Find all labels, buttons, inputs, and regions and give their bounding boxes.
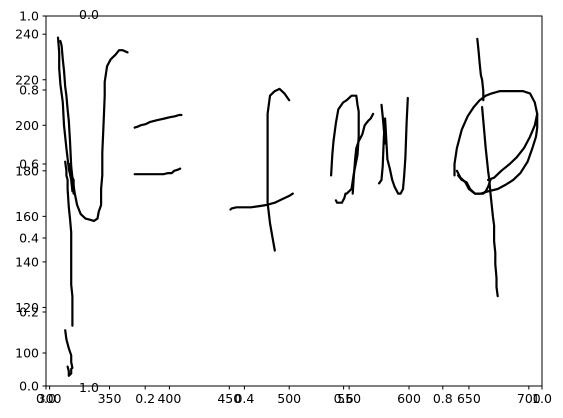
x-tick-label: 650 — [457, 391, 481, 406]
x-tick-label: 450 — [217, 391, 241, 406]
y-tick-label: 140 — [15, 254, 39, 269]
y-tick-label: 0.0 — [19, 379, 39, 394]
y-tick-label: 1.0 — [19, 9, 39, 24]
x-tick-label: 550 — [337, 391, 361, 406]
y-tick-label: 120 — [15, 300, 39, 315]
x-tick-label: 400 — [157, 391, 181, 406]
y-tick-label: 220 — [15, 72, 39, 87]
x-tick-label: 0.0 — [79, 7, 99, 22]
x-tick-label: 1.0 — [79, 380, 99, 395]
x-tick-label: 600 — [397, 391, 421, 406]
x-tick-label: 0.2 — [135, 391, 155, 406]
x-tick-label: 700 — [517, 391, 541, 406]
x-tick-label: 0.8 — [433, 391, 453, 406]
y-tick-label: 200 — [15, 118, 39, 133]
y-tick-label: 0.4 — [19, 231, 39, 246]
x-tick-label: 300 — [38, 391, 62, 406]
x-tick-label: 350 — [98, 391, 122, 406]
y-tick-label: 240 — [15, 27, 39, 42]
y-tick-label: 160 — [15, 209, 39, 224]
x-tick-label: 500 — [277, 391, 301, 406]
y-tick-label: 100 — [15, 345, 39, 360]
y-tick-label: 180 — [15, 163, 39, 178]
